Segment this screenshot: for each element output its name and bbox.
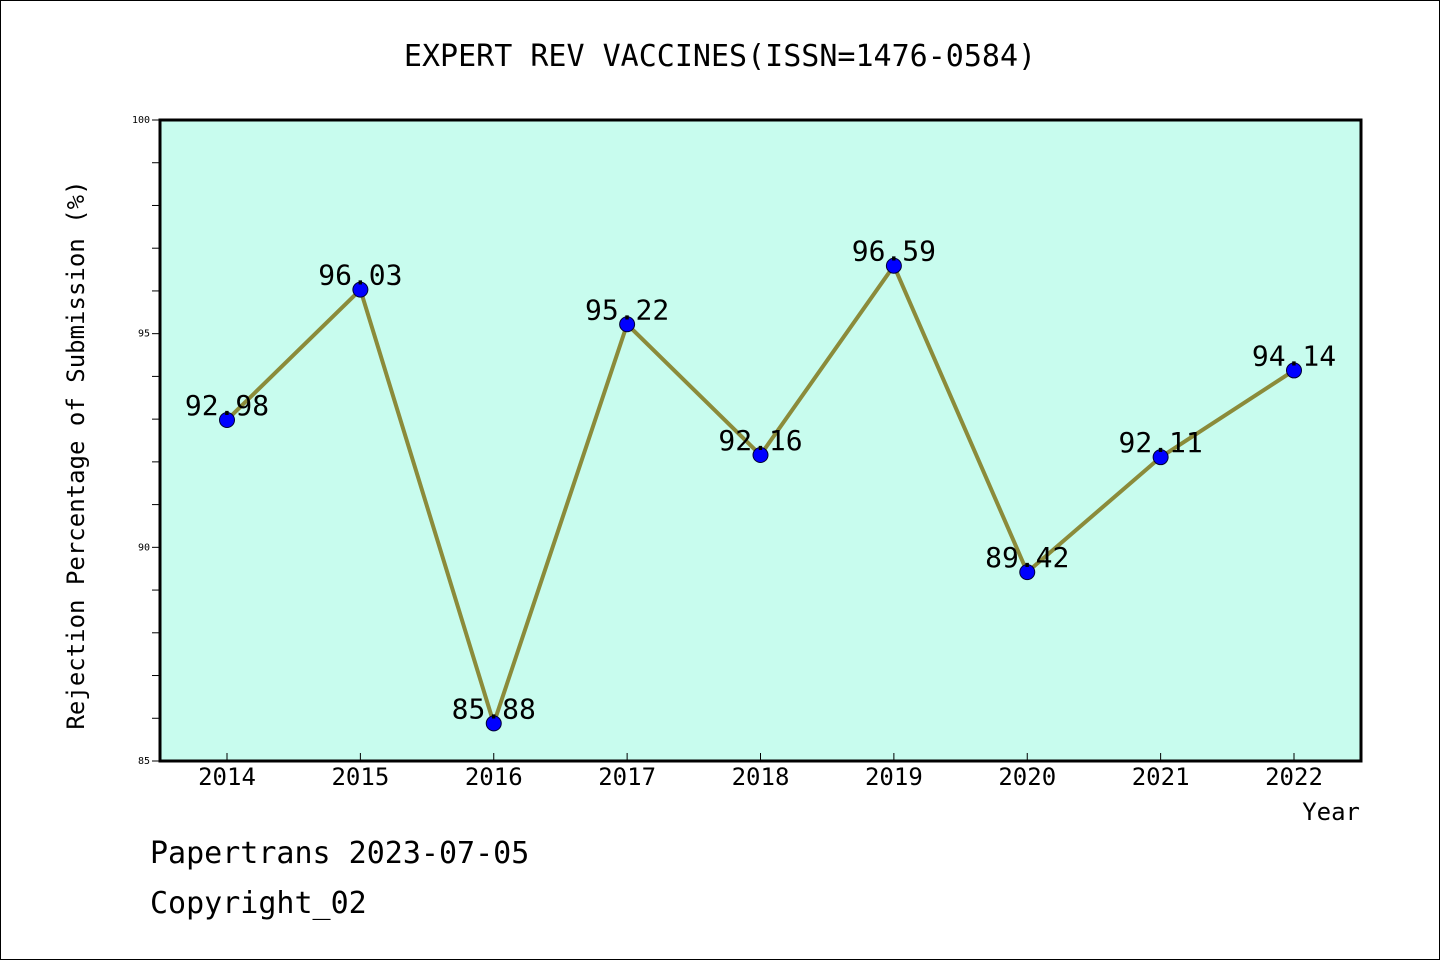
data-point [219,411,235,428]
data-point [352,281,369,298]
data-label: 95.22 [585,293,669,326]
data-point [1152,449,1169,466]
data-point [752,447,769,464]
x-tick-label: 2020 [998,763,1056,791]
data-label: 92.11 [1118,426,1202,459]
x-tick-label: 2014 [198,763,256,791]
data-label: 85.88 [452,692,536,725]
y-tick-label: 100 [132,115,150,126]
data-label: 92.98 [185,389,269,422]
x-tick-label: 2015 [331,763,389,791]
y-tick-label: 90 [138,542,150,553]
x-tick-label: 2016 [465,763,523,791]
y-tick-label: 95 [138,329,150,340]
y-axis-label: Rejection Percentage of Submission (%) [62,180,90,729]
data-point [885,257,902,274]
data-point [485,715,502,732]
data-point [1286,362,1302,379]
data-label: 89.42 [985,541,1069,574]
plot-area [160,120,1361,761]
data-label: 96.59 [852,235,936,268]
x-tick-label: 2019 [865,763,923,791]
data-point [619,316,636,333]
data-label: 94.14 [1252,339,1336,372]
x-axis-label: Year [1302,798,1360,826]
x-tick-label: 2018 [732,763,790,791]
data-label: 92.16 [718,424,802,457]
chart-title: EXPERT REV VACCINES(ISSN=1476-0584) [404,39,1036,74]
data-label: 96.03 [318,259,402,292]
data-point [1019,564,1036,581]
x-tick-label: 2022 [1265,763,1323,791]
y-tick-label: 85 [138,756,150,767]
plot-border [158,118,1363,763]
x-tick-label: 2021 [1132,763,1190,791]
footer-copyright: Copyright_02 [150,886,367,921]
footer-date: Papertrans 2023-07-05 [150,836,530,871]
x-tick-label: 2017 [598,763,656,791]
